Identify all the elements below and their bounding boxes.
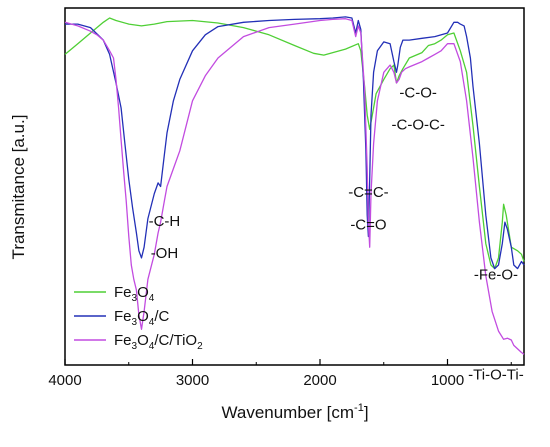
annotation-label: -C=C- [348,184,388,201]
legend-label-3: Fe3O4/C/TiO2 [114,332,203,352]
x-axis-title-sup: -1 [354,402,364,414]
x-axis-title: Wavenumber [cm-1] [221,402,368,422]
annotation-label: -C-O-C- [392,116,445,133]
series-line-2 [65,16,525,270]
annotation-label: -OH [151,245,179,262]
x-axis-title-end: ] [364,403,369,422]
x-tick-label: 2000 [303,372,336,389]
legend: Fe3O4 Fe3O4/C Fe3O4/C/TiO2 [74,284,203,352]
plot-area: -C-H -OH -C=C- -C=O -C-O- -C-O-C- -Fe-O- -Ti-O-… [64,7,525,383]
legend-label-1: Fe3O4 [114,284,155,304]
annotation-label: -C-H [149,213,181,230]
x-tick-label: 3000 [176,372,209,389]
series-line-1 [64,17,525,270]
annotation-label: -Fe-O- [474,266,518,283]
annotations: -C-H -OH -C=C- -C=O -C-O- -C-O-C- -Fe-O- -Ti-O-… [149,84,524,383]
x-tick-label: 1000 [431,372,464,389]
series-layer [64,16,525,355]
y-axis-title: Transmitance [a.u.] [9,115,28,260]
annotation-label: -Ti-O-Ti- [468,366,524,383]
annotation-label: -C=O [350,216,386,233]
plot-frame [64,7,525,366]
x-tick-label: 4000 [48,372,81,389]
x-axis-title-text: Wavenumber [cm [221,403,354,422]
legend-label-2: Fe3O4/C [114,308,169,328]
annotation-label: -C-O- [399,84,437,101]
x-axis: 4000 3000 2000 1000 [48,359,512,389]
series-line-3 [64,18,525,355]
